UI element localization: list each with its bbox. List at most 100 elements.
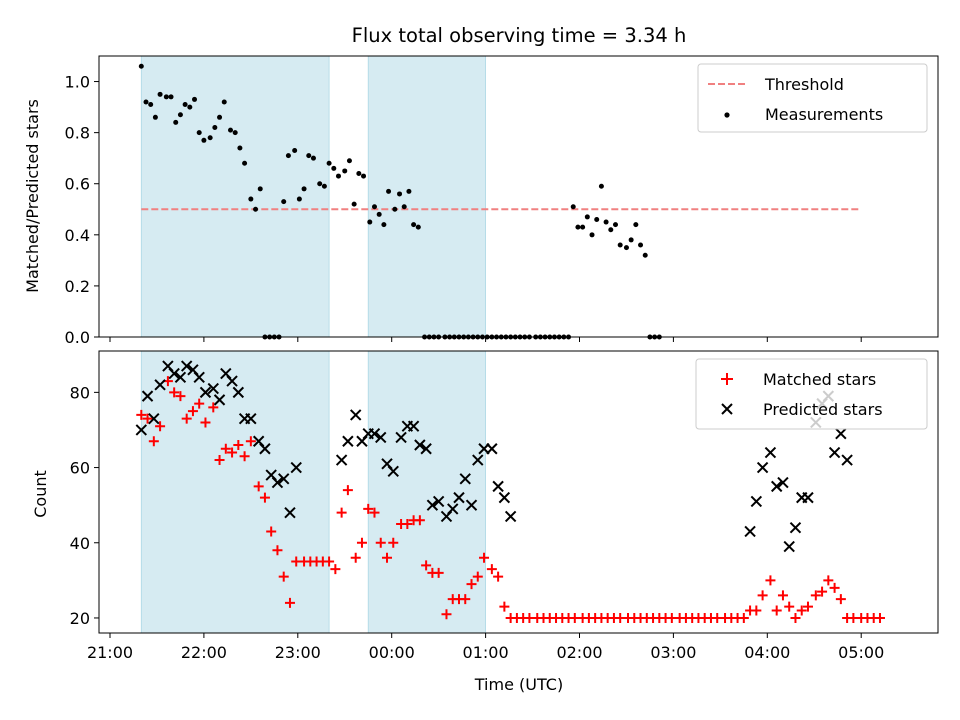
matched-star-point: [369, 507, 380, 518]
predicted-star-point: [148, 412, 160, 425]
top-y-axis-label: Matched/Predicted stars: [23, 99, 42, 293]
predicted-star-point: [420, 443, 432, 455]
predicted-star-point: [426, 499, 439, 511]
matched-star-point: [245, 436, 256, 447]
measurement-point: [381, 222, 387, 228]
matched-star-point: [220, 443, 231, 454]
measurement-point: [228, 127, 234, 133]
measurement-point: [575, 224, 581, 230]
x-axis-label: Time (UTC): [474, 675, 563, 694]
measurement-point: [207, 135, 213, 141]
top-legend: Threshold Measurements: [697, 63, 928, 133]
matched-star-point: [233, 440, 244, 450]
predicted-star-point: [193, 371, 205, 384]
measurement-point: [306, 153, 312, 159]
matched-star-point: [765, 575, 776, 586]
matched-star-point: [253, 481, 264, 492]
matched-star-point: [751, 605, 762, 616]
predicted-star-point: [232, 386, 245, 399]
y-tick-label: 0.4: [65, 226, 90, 245]
measurement-point: [248, 196, 254, 202]
y-tick-label: 20: [70, 609, 90, 628]
predicted-star-point: [207, 382, 219, 395]
predicted-star-point: [342, 435, 354, 447]
measurement-point: [148, 102, 154, 108]
measurement-point: [570, 204, 576, 210]
matched-star-point: [441, 609, 452, 620]
top-legend-box: [697, 63, 928, 133]
measurement-point: [217, 114, 223, 120]
chart-title: Flux total observing time = 3.34 h: [352, 24, 687, 47]
y-tick-label: 0.8: [65, 124, 90, 143]
matched-star-point: [433, 567, 444, 578]
matched-star-point: [208, 402, 219, 413]
measurement-point: [192, 96, 198, 102]
matched-star-point: [790, 612, 801, 623]
x-tick-label: 05:00: [838, 643, 884, 662]
predicted-star-point: [174, 371, 187, 384]
measurement-point: [310, 155, 316, 161]
measurement-point: [143, 99, 149, 105]
matched-star-point: [142, 413, 153, 424]
x-tick-label: 01:00: [463, 643, 509, 662]
observing-windows: [140, 350, 487, 634]
matched-star-point: [472, 571, 483, 582]
x-tick-label: 02:00: [556, 643, 602, 662]
measurement-point: [187, 104, 193, 110]
matched-star-point: [784, 601, 795, 612]
matched-star-point: [414, 515, 425, 526]
measurement-point: [173, 119, 179, 125]
predicted-star-point: [407, 420, 420, 432]
measurement-point: [335, 173, 341, 179]
matched-star-point: [350, 552, 361, 563]
measurement-point: [281, 199, 287, 205]
matched-star-point: [777, 590, 788, 601]
measurement-point: [638, 242, 644, 248]
measurement-point: [296, 196, 302, 202]
matched-star-point: [187, 406, 198, 417]
predicted-star-point: [199, 386, 212, 399]
measurement-point: [182, 102, 188, 108]
measurement-point: [406, 188, 412, 194]
predicted-star-point: [387, 465, 399, 478]
predicted-star-point: [141, 390, 154, 402]
top-y-axis: 0.0 0.2 0.4 0.6 0.8 1.0: [65, 73, 99, 347]
matched-star-point: [278, 571, 289, 582]
measurement-point: [196, 130, 202, 136]
predicted-star-point: [841, 454, 853, 466]
predicted-stars-series: [135, 360, 853, 553]
measurement-point: [392, 206, 398, 212]
x-tick-label: 03:00: [650, 643, 696, 662]
matched-stars-legend-label: Matched stars: [763, 370, 876, 389]
y-tick-label: 0.0: [65, 328, 90, 347]
matched-star-point: [181, 413, 192, 424]
top-x-axis: [109, 337, 862, 342]
bottom-axes-frame: [98, 350, 939, 634]
matched-star-point: [342, 485, 353, 496]
matched-star-point: [738, 612, 749, 623]
predicted-star-point: [349, 409, 362, 421]
bottom-y-axis-label: Count: [31, 470, 50, 518]
measurement-point: [356, 171, 362, 177]
predicted-star-point: [789, 522, 802, 534]
measurement-point: [163, 94, 169, 100]
predicted-star-point: [465, 499, 478, 511]
measurement-point: [411, 222, 417, 228]
matched-star-point: [829, 582, 840, 593]
measurement-point: [232, 130, 238, 136]
measurement-point: [177, 112, 183, 118]
observing-window-band: [140, 55, 330, 338]
predicted-star-point: [432, 495, 445, 508]
measurement-point: [157, 91, 163, 97]
measurement-point: [367, 219, 373, 225]
bottom-legend-box: [695, 358, 928, 430]
measurements-legend-swatch: [724, 112, 730, 118]
measurement-point: [138, 63, 144, 69]
matched-star-point: [148, 436, 159, 447]
predicted-star-point: [135, 424, 148, 436]
predicted-star-point: [447, 503, 459, 515]
bottom-legend: Matched stars Predicted stars: [695, 358, 928, 430]
y-tick-label: 0.2: [65, 277, 90, 296]
measurement-point: [589, 232, 595, 238]
measurement-point: [584, 214, 590, 220]
